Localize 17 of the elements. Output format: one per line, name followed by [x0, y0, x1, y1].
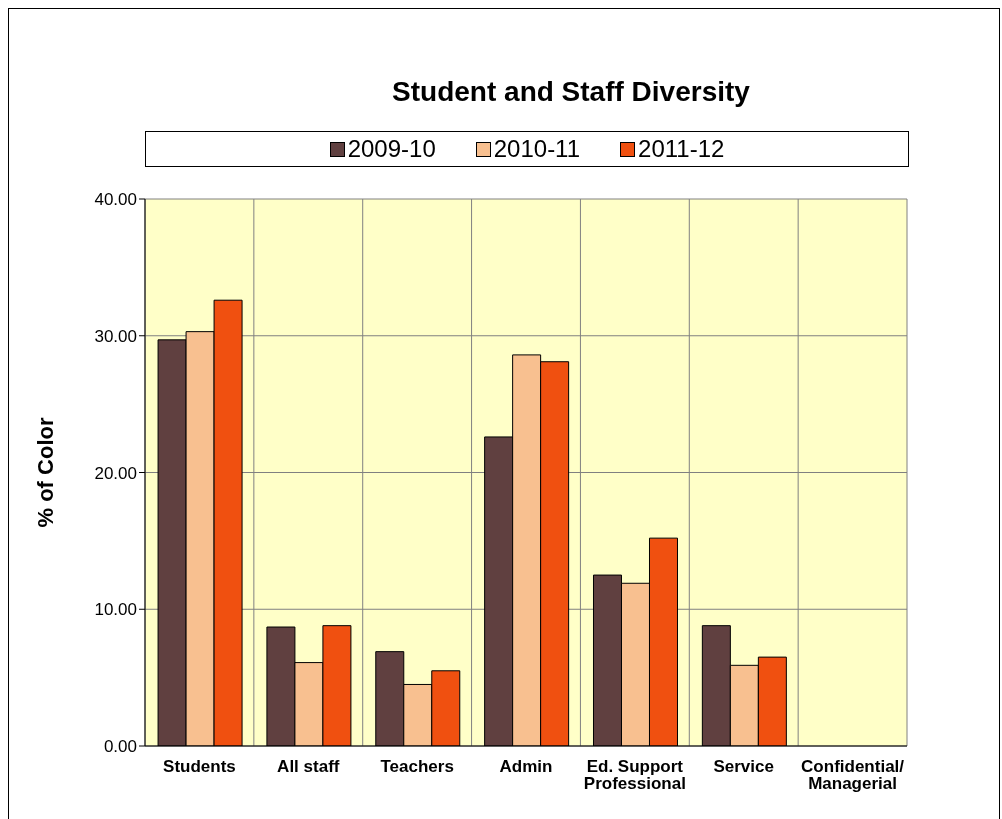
x-tick-label: Students: [163, 757, 236, 777]
legend-label: 2010-11: [492, 135, 581, 163]
legend-label: 2011-12: [637, 135, 725, 163]
legend-label: 2009-10: [346, 135, 436, 163]
y-tick-label: 10.00: [94, 600, 137, 620]
x-tick-label: Service: [713, 757, 774, 777]
x-tick-label: Teachers: [380, 757, 454, 777]
y-tick-label: 20.00: [94, 463, 137, 483]
y-tick-label: 0.00: [103, 737, 137, 757]
x-tick-label: Admin: [499, 757, 553, 777]
x-tick-label: Ed. Support Professional: [583, 757, 686, 794]
y-tick-label: 40.00: [94, 190, 137, 210]
x-tick-label: Confidential/ Managerial: [801, 757, 905, 794]
y-axis-title: % of Color: [32, 417, 58, 528]
y-tick-label: 30.00: [94, 326, 137, 346]
x-tick-label: All staff: [277, 757, 340, 777]
chart-title: Student and Staff Diversity: [391, 76, 751, 108]
